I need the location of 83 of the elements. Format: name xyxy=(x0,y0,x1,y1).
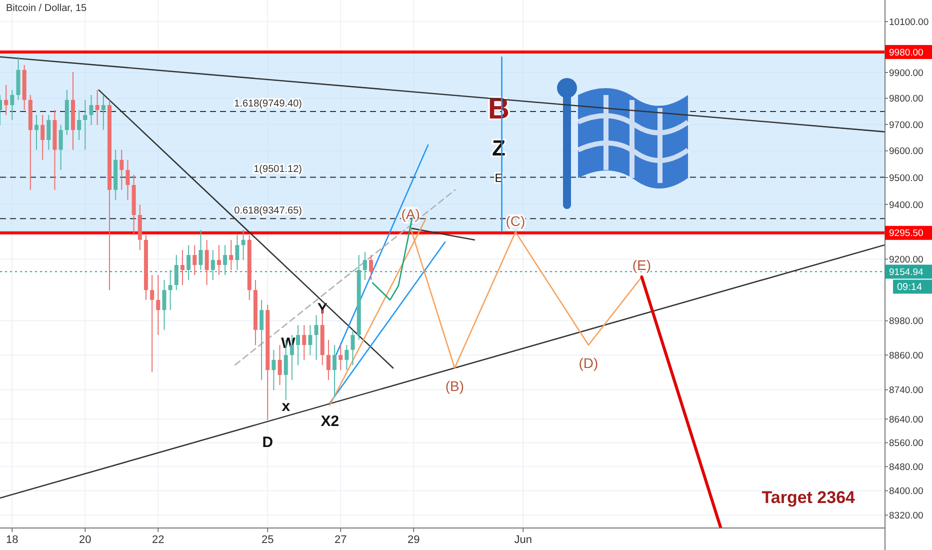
candlestick xyxy=(198,230,203,270)
y-tick-label: 9900.00 xyxy=(889,68,924,79)
candlestick xyxy=(302,324,306,360)
candlestick xyxy=(229,239,234,270)
annotation: X2 xyxy=(320,413,340,430)
candlestick xyxy=(216,244,221,276)
annotation: D xyxy=(262,434,274,452)
candlestick xyxy=(101,94,106,130)
y-tick-label: 8740.00 xyxy=(889,385,924,396)
candlestick xyxy=(369,254,374,281)
candlestick xyxy=(296,324,300,366)
candlestick xyxy=(278,344,282,386)
candlestick xyxy=(362,251,367,281)
candlestick xyxy=(235,234,240,270)
candlestick xyxy=(260,299,264,380)
y-tick-label: 8480.00 xyxy=(889,462,924,473)
ref-line-label: 9295.50 xyxy=(889,228,924,240)
x-tick-label: 25 xyxy=(262,534,274,546)
candlestick xyxy=(162,280,166,330)
annotation: (D) xyxy=(578,354,598,371)
candlestick xyxy=(314,314,318,360)
candlestick xyxy=(204,239,209,286)
candlestick xyxy=(58,124,63,170)
candlestick xyxy=(241,230,246,261)
candlestick xyxy=(34,114,38,150)
x-tick-label: 27 xyxy=(334,534,347,546)
candlestick xyxy=(120,149,124,190)
ref-line-label: 9980.00 xyxy=(889,47,924,58)
candlestick xyxy=(308,324,312,356)
candlestick xyxy=(40,114,45,160)
ref-line-label: 9154.94 xyxy=(889,267,924,278)
y-tick-label: 8320.00 xyxy=(889,510,924,522)
y-tick-label: 8860.00 xyxy=(889,350,924,362)
ref-line-label: 0.618(9347.65) xyxy=(234,206,302,217)
annotation: Target 2364 xyxy=(762,488,856,507)
y-tick-label: 9800.00 xyxy=(889,94,924,105)
y-tick-label: 8640.00 xyxy=(889,414,924,426)
candlestick xyxy=(95,90,100,126)
candlestick xyxy=(174,254,178,291)
ref-line-label: 1(9501.12) xyxy=(254,164,302,176)
candlestick xyxy=(326,339,330,380)
y-tick-label: 8980.00 xyxy=(889,316,924,328)
candlestick xyxy=(338,344,343,371)
candlestick xyxy=(192,244,197,276)
candlestick xyxy=(186,244,191,281)
candlestick xyxy=(83,99,88,150)
candlestick xyxy=(4,84,8,116)
x-tick-label: 18 xyxy=(6,534,18,546)
candlestick xyxy=(210,250,215,281)
y-tick-label: 9500.00 xyxy=(889,172,924,184)
annotation: (A) xyxy=(401,206,420,222)
candlestick xyxy=(223,244,228,276)
x-tick-label: 20 xyxy=(79,534,92,546)
y-tick-label: 9200.00 xyxy=(889,254,924,266)
x-tick-label: 22 xyxy=(152,534,164,546)
candlestick xyxy=(344,344,349,371)
x-tick-label: Jun xyxy=(514,534,532,546)
candlestick xyxy=(272,349,276,391)
candlestick xyxy=(156,274,160,336)
annotation: (C) xyxy=(506,212,526,229)
chart-title: Bitcoin / Dollar, 15 xyxy=(6,3,88,14)
candlestick xyxy=(89,94,94,126)
candlestick xyxy=(10,90,14,120)
annotation: (E) xyxy=(632,256,652,273)
x-tick-label: 29 xyxy=(407,534,420,546)
candlestick xyxy=(77,110,82,140)
annotation: (B) xyxy=(445,378,464,394)
y-tick-label: 10100.00 xyxy=(889,16,929,28)
candlestick xyxy=(126,159,130,200)
text: 09:14 xyxy=(897,282,922,294)
y-tick-label: 8400.00 xyxy=(889,486,924,498)
y-tick-label: 9600.00 xyxy=(889,146,924,158)
candlestick xyxy=(168,269,172,311)
candlestick xyxy=(332,344,337,398)
ref-line-label: 1.618(9749.40) xyxy=(234,98,302,110)
y-tick-label: 8560.00 xyxy=(889,438,924,450)
y-tick-label: 9700.00 xyxy=(889,120,924,131)
candlestick xyxy=(150,274,154,373)
candlestick xyxy=(350,329,355,366)
candlestick xyxy=(180,250,184,286)
y-tick-label: 9400.00 xyxy=(889,200,924,211)
annotation: x xyxy=(282,398,291,416)
candlestick xyxy=(46,114,51,150)
